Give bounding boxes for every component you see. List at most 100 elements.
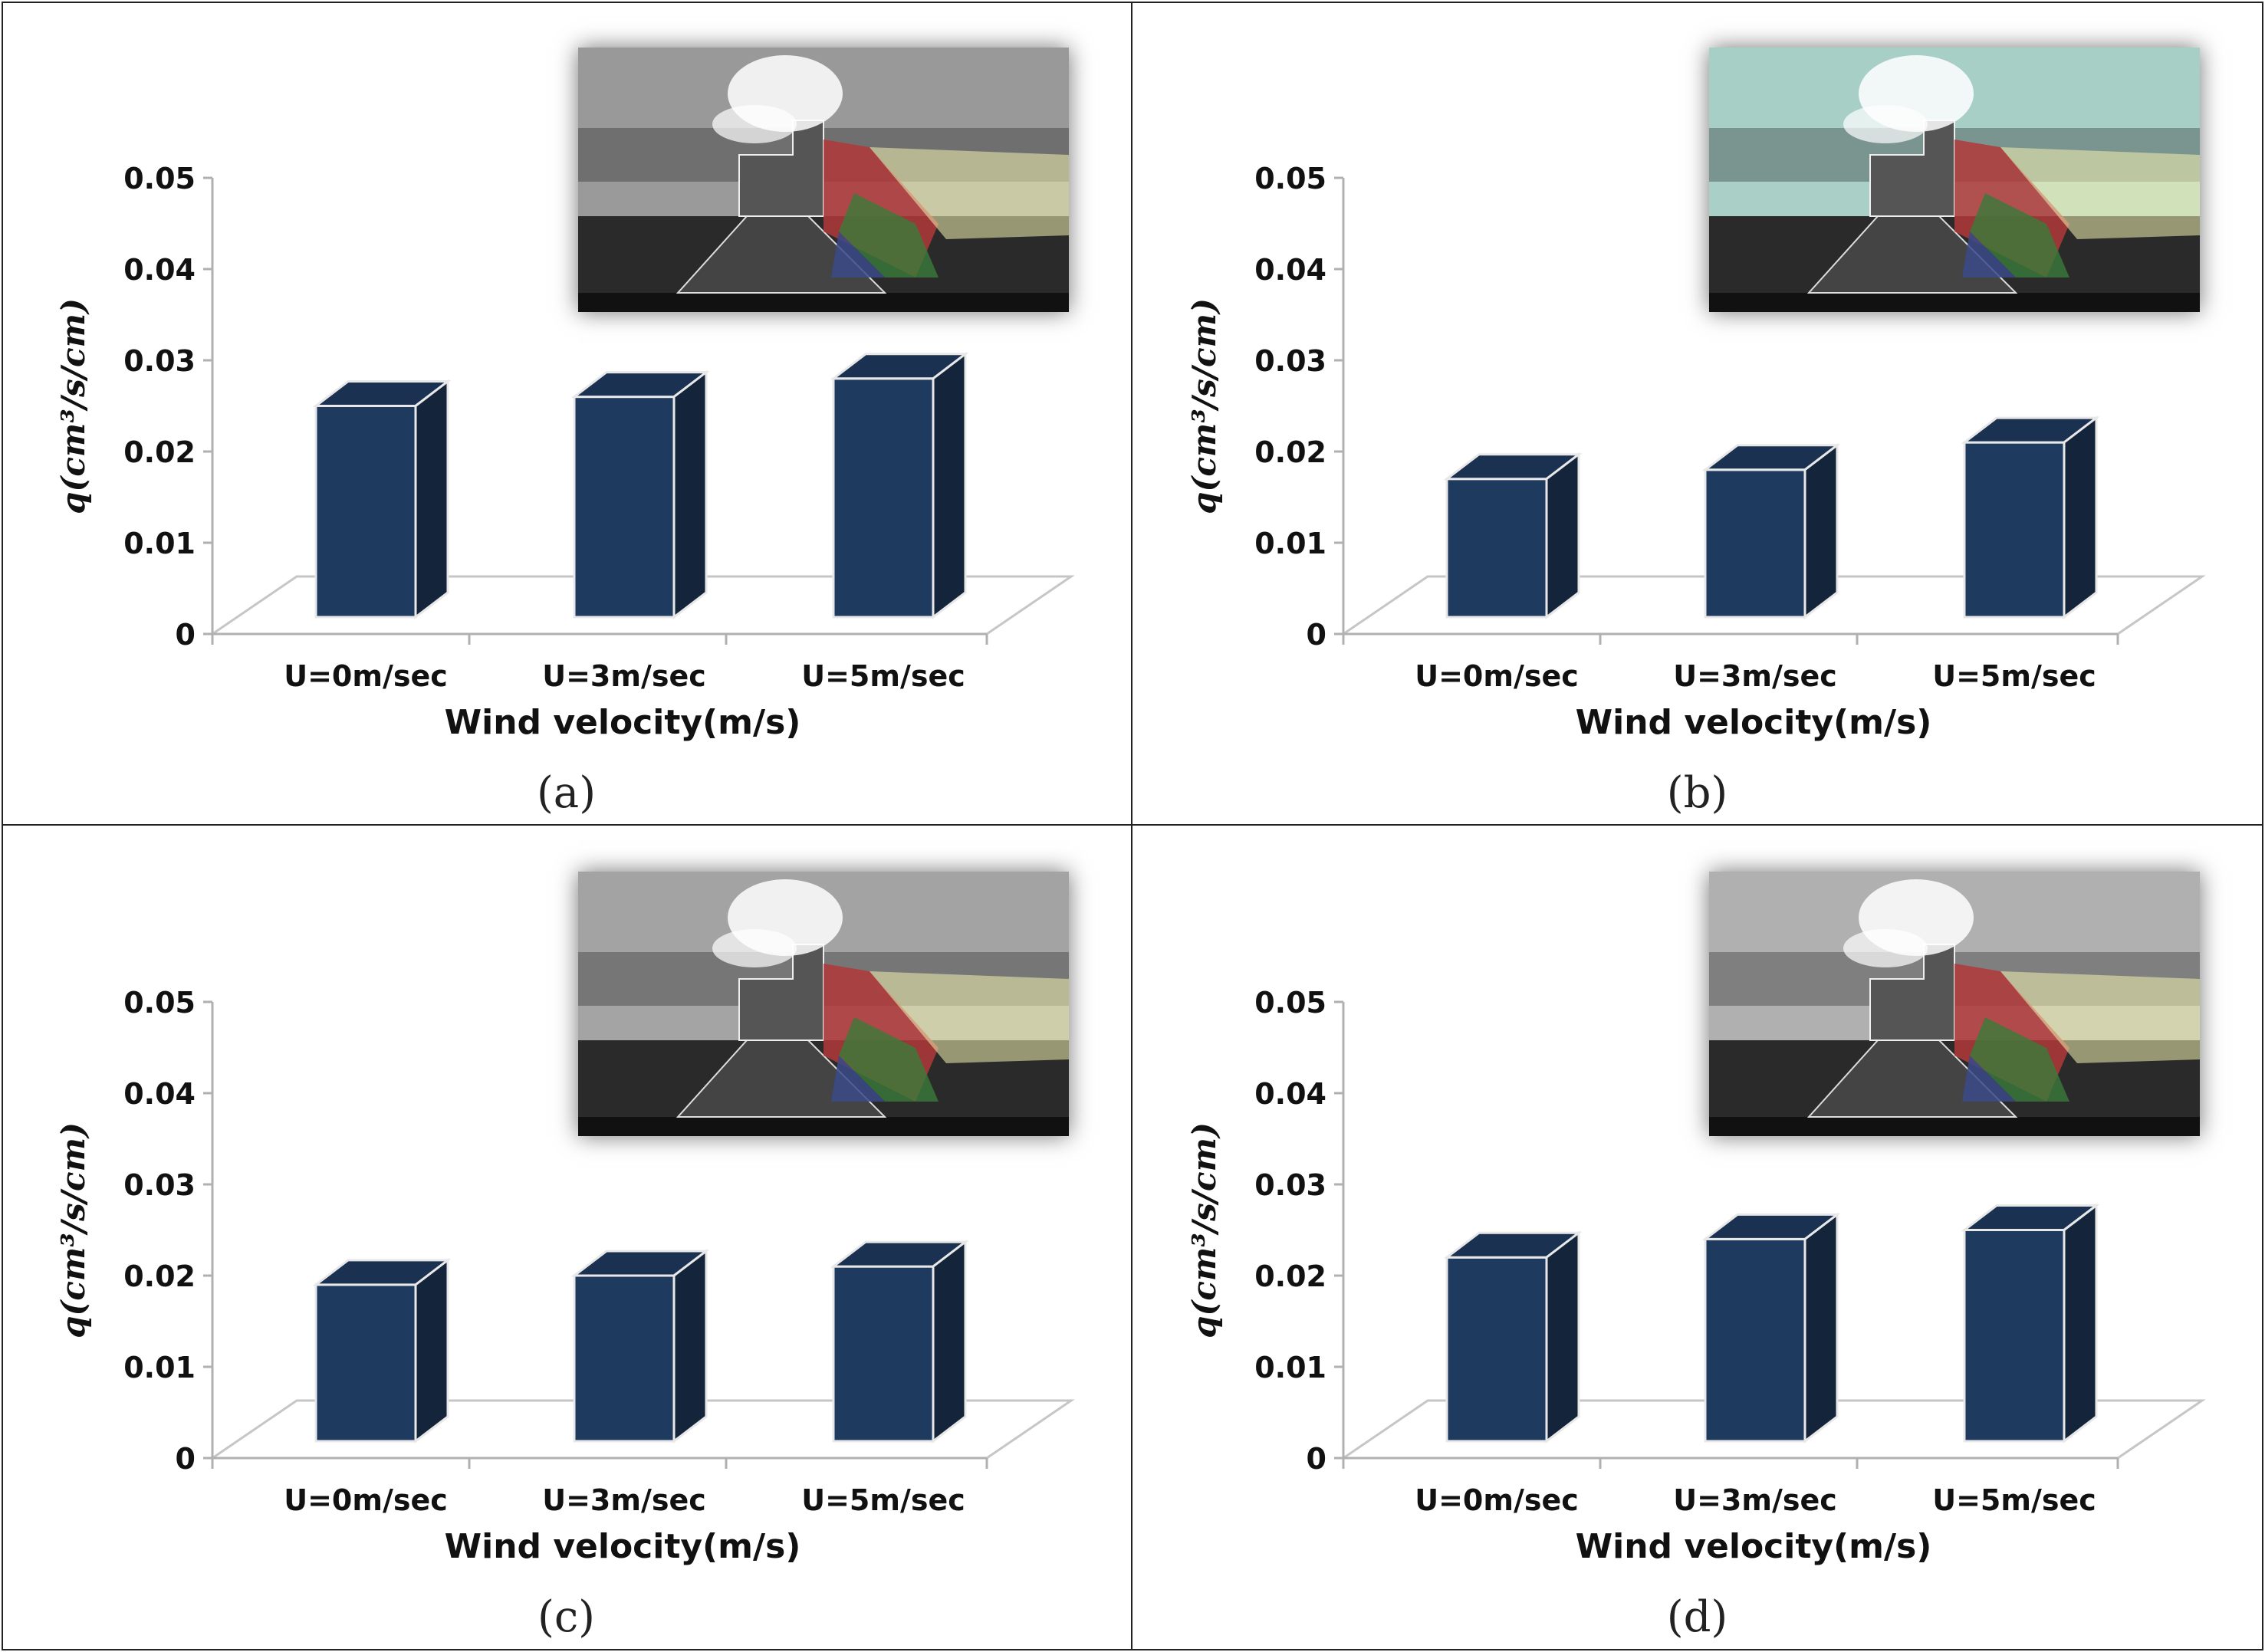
bar: [570, 1248, 710, 1444]
bar-side: [672, 1248, 708, 1444]
panel-caption: (d): [1666, 1592, 1728, 1642]
x-tick-label: U=0m/sec: [284, 659, 448, 693]
y-axis-title: q(cm³/s/cm): [1185, 298, 1223, 514]
panel-caption: (c): [537, 1592, 596, 1642]
experiment-photo: [1709, 872, 2200, 1136]
y-tick-label: 0.03: [123, 1168, 196, 1202]
y-tick-label: 0.03: [123, 344, 196, 378]
photo-bottom-strip: [1709, 1117, 2200, 1136]
y-axis-title: q(cm³/s/cm): [54, 1122, 92, 1338]
chart-panel-a: 0 0.01 0.02 0.03 0.04 0.05 U=0m/sec U=3m/sec U=5…: [2, 2, 1131, 824]
bar-front: [1704, 468, 1806, 619]
y-axis-title: q(cm³/s/cm): [1185, 1122, 1223, 1338]
photo-illustration: [578, 48, 1069, 312]
bar-side: [932, 351, 967, 620]
bar: [1701, 1212, 1841, 1444]
y-tick-label: 0.01: [1254, 1351, 1326, 1384]
panel-caption: (a): [536, 768, 597, 818]
bar-front: [832, 1265, 935, 1443]
x-tick-label: U=0m/sec: [1415, 1483, 1579, 1517]
x-tick-label: U=5m/sec: [801, 659, 965, 693]
y-tick-label: 0: [1307, 618, 1326, 652]
bar-side: [1545, 1230, 1580, 1444]
photo-illustration: [1709, 48, 2200, 312]
x-tick-label: U=3m/sec: [1673, 659, 1837, 693]
photo-splash-secondary: [1843, 929, 1928, 967]
y-tick-label: 0.02: [1254, 1260, 1326, 1293]
y-tick-label: 0.05: [1254, 986, 1326, 1020]
photo-wave-zone: [870, 147, 1069, 239]
bar-front: [314, 1283, 417, 1443]
bar-side: [414, 1257, 449, 1444]
bar-front: [1445, 478, 1548, 619]
bar-front: [314, 405, 417, 619]
x-tick-label: U=3m/sec: [542, 1483, 706, 1517]
photo-armor-blue: [831, 232, 885, 278]
y-tick-label: 0: [176, 1442, 196, 1476]
experiment-photo: [578, 48, 1069, 312]
bar-side: [414, 379, 449, 620]
x-axis-title: Wind velocity(m/s): [1576, 703, 1932, 742]
y-tick-label: 0.01: [123, 527, 196, 560]
experiment-photo: [1709, 48, 2200, 312]
bar: [1961, 415, 2100, 620]
panel-caption: (b): [1666, 768, 1728, 818]
bar-front: [832, 377, 935, 619]
photo-wave-zone: [2000, 971, 2200, 1063]
y-tick-label: 0.03: [1254, 1168, 1326, 1202]
bar-front: [1445, 1256, 1548, 1443]
bar-front: [573, 1274, 676, 1443]
bar-chart: 0 0.01 0.02 0.03 0.04 0.05 U=0m/sec U=3m/sec U=5…: [1185, 986, 2206, 1566]
bar: [570, 369, 710, 620]
panel-divider-horizontal: [2, 824, 2263, 826]
photo-splash-secondary: [712, 929, 797, 967]
y-tick-label: 0: [1307, 1442, 1326, 1476]
photo-wave-zone: [870, 971, 1069, 1063]
x-tick-label: U=5m/sec: [1932, 659, 2096, 693]
bar-front: [1963, 1229, 2066, 1443]
bar-side: [672, 369, 708, 620]
photo-bottom-strip: [578, 1117, 1069, 1136]
y-tick-label: 0.04: [1254, 253, 1326, 287]
bar: [1961, 1203, 2100, 1444]
bar-chart: 0 0.01 0.02 0.03 0.04 0.05 U=0m/sec U=3m/sec U=5…: [1185, 162, 2206, 742]
bar-front: [573, 396, 676, 619]
photo-bottom-strip: [578, 293, 1069, 312]
x-tick-label: U=3m/sec: [1673, 1483, 1837, 1517]
bar: [1701, 442, 1841, 620]
x-axis-title: Wind velocity(m/s): [445, 1527, 801, 1566]
y-tick-label: 0.03: [1254, 344, 1326, 378]
bar: [312, 379, 452, 620]
bar: [1443, 1230, 1583, 1444]
experiment-photo: [578, 872, 1069, 1136]
bar: [830, 1240, 969, 1444]
photo-splash-secondary: [712, 105, 797, 143]
x-tick-label: U=0m/sec: [1415, 659, 1579, 693]
photo-armor-blue: [1962, 232, 2016, 278]
bar-side: [1803, 442, 1839, 620]
panel-divider-vertical: [1131, 2, 1132, 1650]
y-tick-label: 0.04: [1254, 1077, 1326, 1111]
chart-panel-d: 0 0.01 0.02 0.03 0.04 0.05 U=0m/sec U=3m/sec U=5…: [1132, 826, 2262, 1648]
x-axis-title: Wind velocity(m/s): [445, 703, 801, 742]
y-tick-label: 0: [176, 618, 196, 652]
bar-side: [1545, 452, 1580, 620]
photo-illustration: [578, 872, 1069, 1136]
bar: [830, 351, 969, 620]
photo-armor-blue: [831, 1056, 885, 1102]
bar-side: [2063, 415, 2098, 620]
y-tick-label: 0.02: [1254, 435, 1326, 469]
photo-illustration: [1709, 872, 2200, 1136]
y-tick-label: 0.05: [123, 986, 196, 1020]
chart-panel-b: 0 0.01 0.02 0.03 0.04 0.05 U=0m/sec U=3m/sec U=5…: [1132, 2, 2262, 824]
bar-front: [1704, 1237, 1806, 1443]
bar: [1443, 452, 1583, 620]
y-axis-title: q(cm³/s/cm): [54, 298, 92, 514]
y-tick-label: 0.01: [1254, 527, 1326, 560]
bar: [312, 1257, 452, 1444]
photo-splash-secondary: [1843, 105, 1928, 143]
x-tick-label: U=5m/sec: [1932, 1483, 2096, 1517]
photo-wave-zone: [2000, 147, 2200, 239]
bar-chart: 0 0.01 0.02 0.03 0.04 0.05 U=0m/sec U=3m/sec U=5…: [54, 162, 1075, 742]
